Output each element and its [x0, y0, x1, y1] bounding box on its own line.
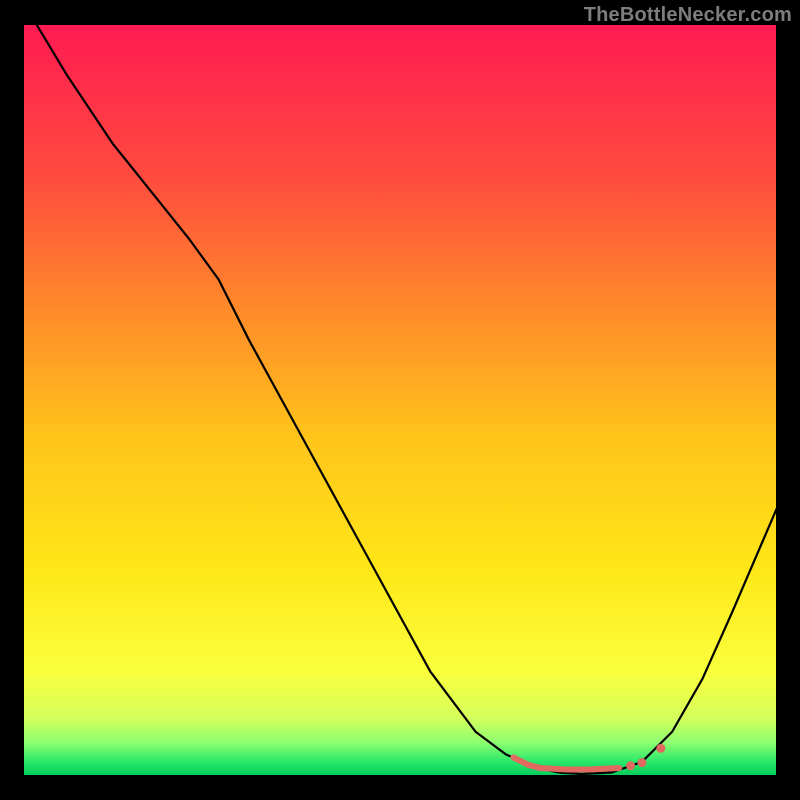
highlight-point — [656, 744, 665, 753]
gradient-bottleneck-chart — [22, 23, 778, 777]
chart-stage: TheBottleNecker.com — [0, 0, 800, 800]
highlight-point — [637, 758, 646, 767]
chart-background — [22, 23, 778, 777]
watermark-text: TheBottleNecker.com — [584, 4, 792, 27]
highlight-point — [626, 761, 635, 770]
